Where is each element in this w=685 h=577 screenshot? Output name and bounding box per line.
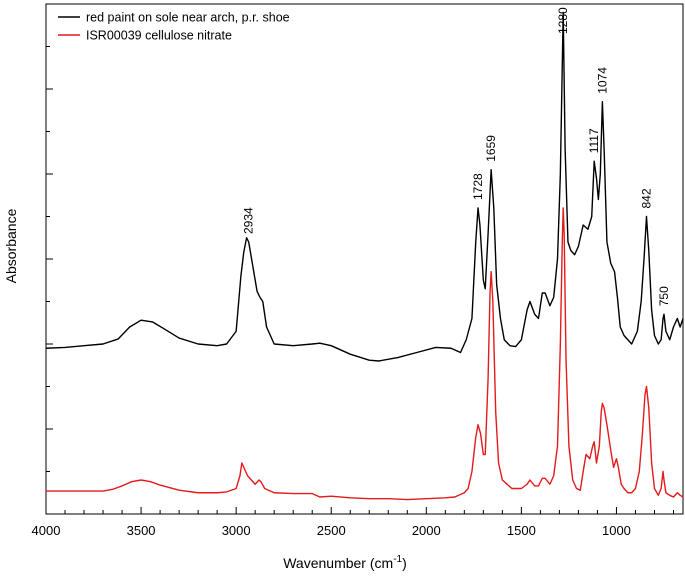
x-tick-label: 2000	[412, 523, 441, 538]
peak-label: 1117	[587, 128, 601, 153]
x-axis-label: Wavenumber (cm-1)	[283, 554, 407, 571]
x-axis-label-superscript: -1	[393, 554, 402, 565]
peak-label: 842	[639, 188, 653, 208]
legend-label-2: ISR00039 cellulose nitrate	[86, 29, 232, 43]
peak-label: 1728	[471, 173, 485, 200]
x-axis-label-main: Wavenumber (cm	[283, 555, 393, 571]
legend: red paint on sole near arch, p.r. shoe IS…	[58, 11, 290, 43]
series-layer	[45, 11, 684, 501]
peak-annotations: 2934 1728 1659 1280 1117 1074 842 750	[242, 7, 671, 306]
x-tick-label: 1500	[507, 523, 536, 538]
x-tick-label: 1000	[602, 523, 631, 538]
series-line-1	[45, 11, 684, 362]
x-tick-label: 2500	[317, 523, 346, 538]
y-axis-ticks	[46, 3, 53, 515]
series-line-2	[46, 207, 684, 501]
y-axis-label: Absorbance	[3, 208, 19, 283]
peak-label: 750	[657, 286, 671, 306]
x-axis-label-close: )	[402, 555, 407, 571]
x-tick-label: 4000	[32, 523, 61, 538]
peak-label: 1074	[595, 67, 609, 94]
plot-frame	[45, 3, 684, 515]
peak-label: 1280	[556, 7, 570, 34]
legend-label-1: red paint on sole near arch, p.r. shoe	[86, 11, 290, 25]
x-tick-label: 3000	[222, 523, 251, 538]
peak-label: 1659	[484, 135, 498, 162]
x-axis-ticks: 4000 3500 3000 2500 2000 1500 1000	[32, 507, 674, 538]
peak-label: 2934	[242, 207, 256, 234]
x-tick-label: 3500	[127, 523, 156, 538]
